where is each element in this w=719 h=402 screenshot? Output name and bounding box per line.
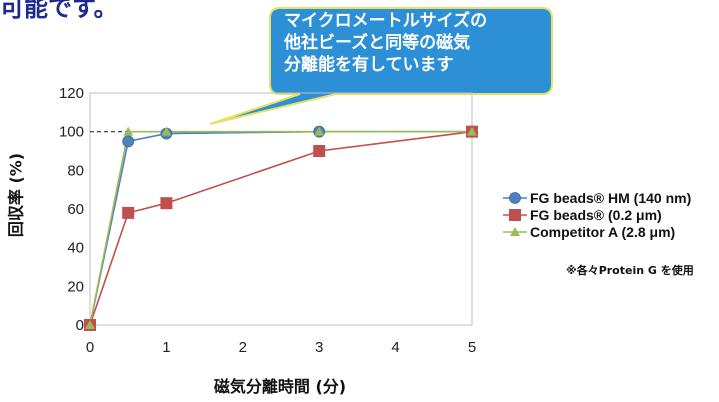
- series-3-point: [467, 126, 477, 136]
- footnote: ※各々Protein G を使用: [566, 264, 694, 277]
- legend-3-marker: [510, 227, 520, 236]
- y-tick-label: 20: [67, 278, 84, 295]
- x-tick-label: 5: [468, 339, 476, 356]
- y-tick-label: 40: [67, 240, 84, 257]
- x-tick-label: 2: [239, 339, 247, 356]
- y-tick-label: 100: [59, 124, 84, 141]
- callout-line-2: 他社ビーズと同等の磁気: [284, 33, 471, 53]
- y-tick-label: 60: [67, 201, 84, 218]
- x-tick-label: 0: [86, 339, 94, 356]
- legend-3-label: Competitor A (2.8 μm): [530, 224, 675, 240]
- plot-area-border: [89, 92, 473, 326]
- legend-2-label: FG beads® (0.2 μm): [530, 207, 662, 223]
- legend-1-label: FG beads® HM (140 nm): [530, 190, 691, 206]
- x-tick-label: 4: [391, 339, 399, 356]
- callout-line-1: マイクロメートルサイズの: [284, 11, 488, 31]
- y-tick-label: 0: [76, 317, 84, 334]
- series-3-point: [85, 320, 95, 329]
- series-2-point: [313, 145, 326, 157]
- callout-line-3: 分離能を有しています: [284, 55, 454, 75]
- series-2-point: [160, 197, 173, 210]
- callout-shape: [209, 7, 553, 125]
- series-2-point: [122, 206, 135, 219]
- callout-text: マイクロメートルサイズの 他社ビーズと同等の磁気 分離能を有しています: [272, 10, 548, 76]
- series-1-line: [89, 130, 472, 326]
- page-heading-fragment: 可能です。: [0, 0, 118, 22]
- legend-1-marker: [509, 192, 521, 204]
- x-tick-label: 3: [315, 339, 323, 356]
- x-axis-label: 磁気分離時間 (分): [213, 377, 347, 396]
- y-axis-label-text: 回収率 (%): [7, 153, 26, 237]
- series-2-line: [89, 130, 473, 326]
- legend-2-marker: [509, 209, 521, 221]
- y-tick-label: 120: [59, 85, 84, 102]
- series-3-point: [123, 126, 134, 136]
- series-3-point: [161, 126, 172, 136]
- series-1-point: [122, 135, 135, 148]
- y-tick-label: 80: [67, 162, 84, 179]
- y-axis-label: 回収率 (%): [7, 153, 26, 237]
- series-3-line: [89, 130, 472, 326]
- series-3-point: [314, 126, 325, 136]
- x-tick-label: 1: [162, 339, 170, 356]
